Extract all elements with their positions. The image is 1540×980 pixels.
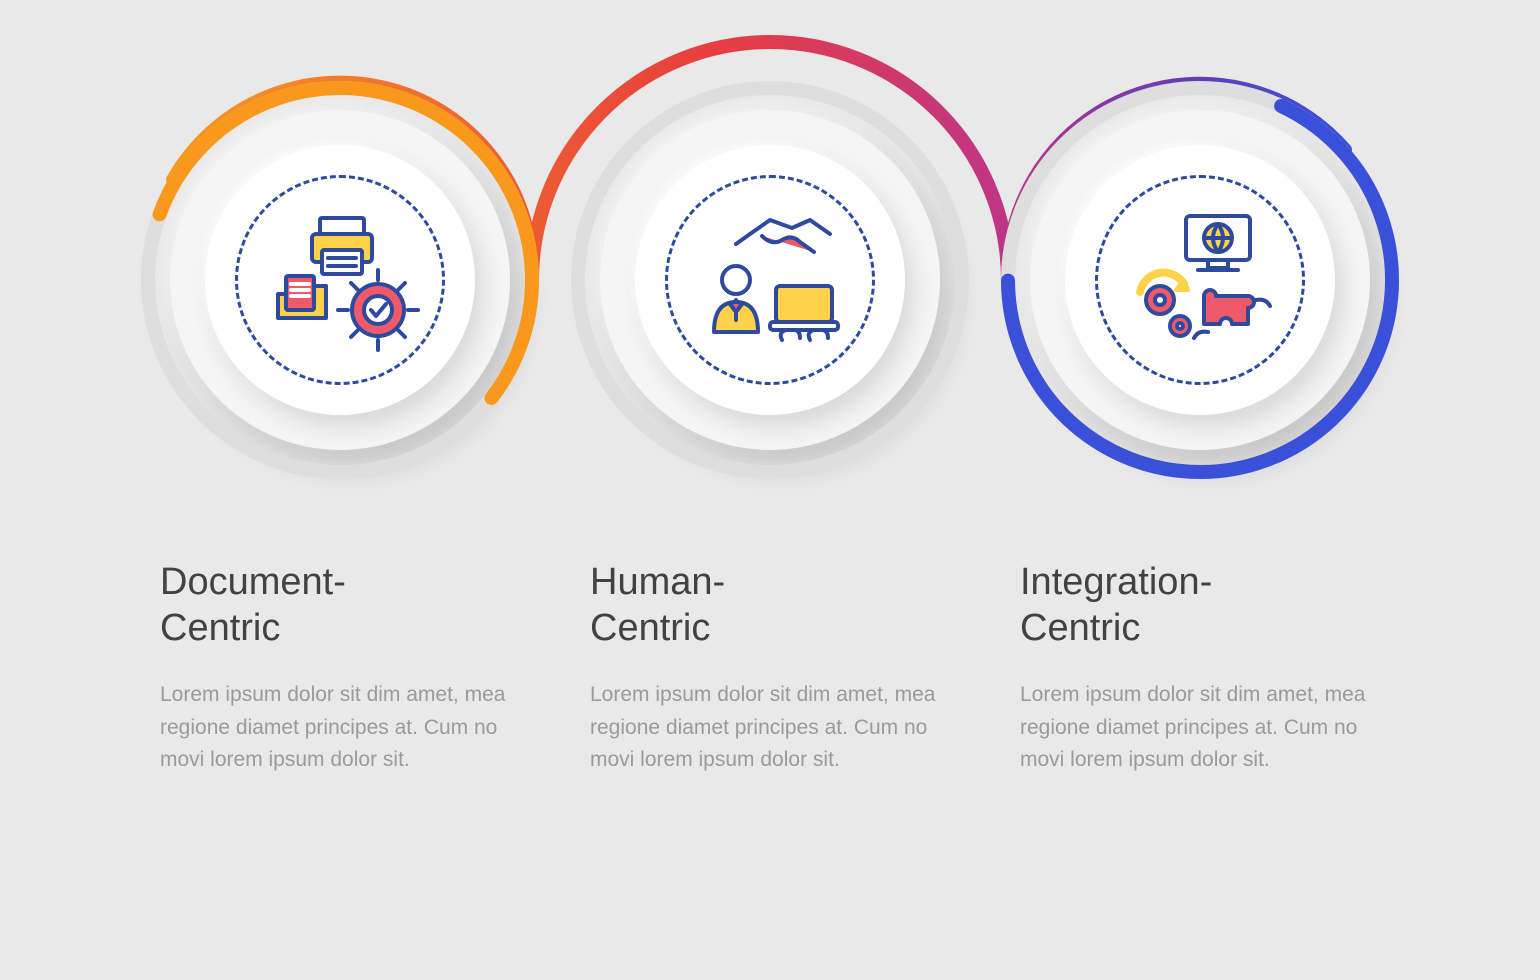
integration-icon (1095, 175, 1305, 385)
disc-inner (1065, 145, 1335, 415)
body: Lorem ipsum dolor sit dim amet, mea regi… (160, 679, 540, 777)
col-human: Human- Centric Lorem ipsum dolor sit dim… (590, 560, 970, 777)
document-icon (235, 175, 445, 385)
disc-inner (635, 145, 905, 415)
col-integration: Integration- Centric Lorem ipsum dolor s… (1020, 560, 1400, 777)
col-document: Document- Centric Lorem ipsum dolor sit … (160, 560, 540, 777)
disc-inner (205, 145, 475, 415)
step-human (570, 80, 970, 480)
step-document (140, 80, 540, 480)
body: Lorem ipsum dolor sit dim amet, mea regi… (1020, 679, 1400, 777)
infographic-stage: Document- Centric Lorem ipsum dolor sit … (0, 0, 1540, 980)
step-integration (1000, 80, 1400, 480)
title: Integration- Centric (1020, 560, 1400, 651)
title: Human- Centric (590, 560, 970, 651)
title: Document- Centric (160, 560, 540, 651)
human-icon (665, 175, 875, 385)
body: Lorem ipsum dolor sit dim amet, mea regi… (590, 679, 970, 777)
